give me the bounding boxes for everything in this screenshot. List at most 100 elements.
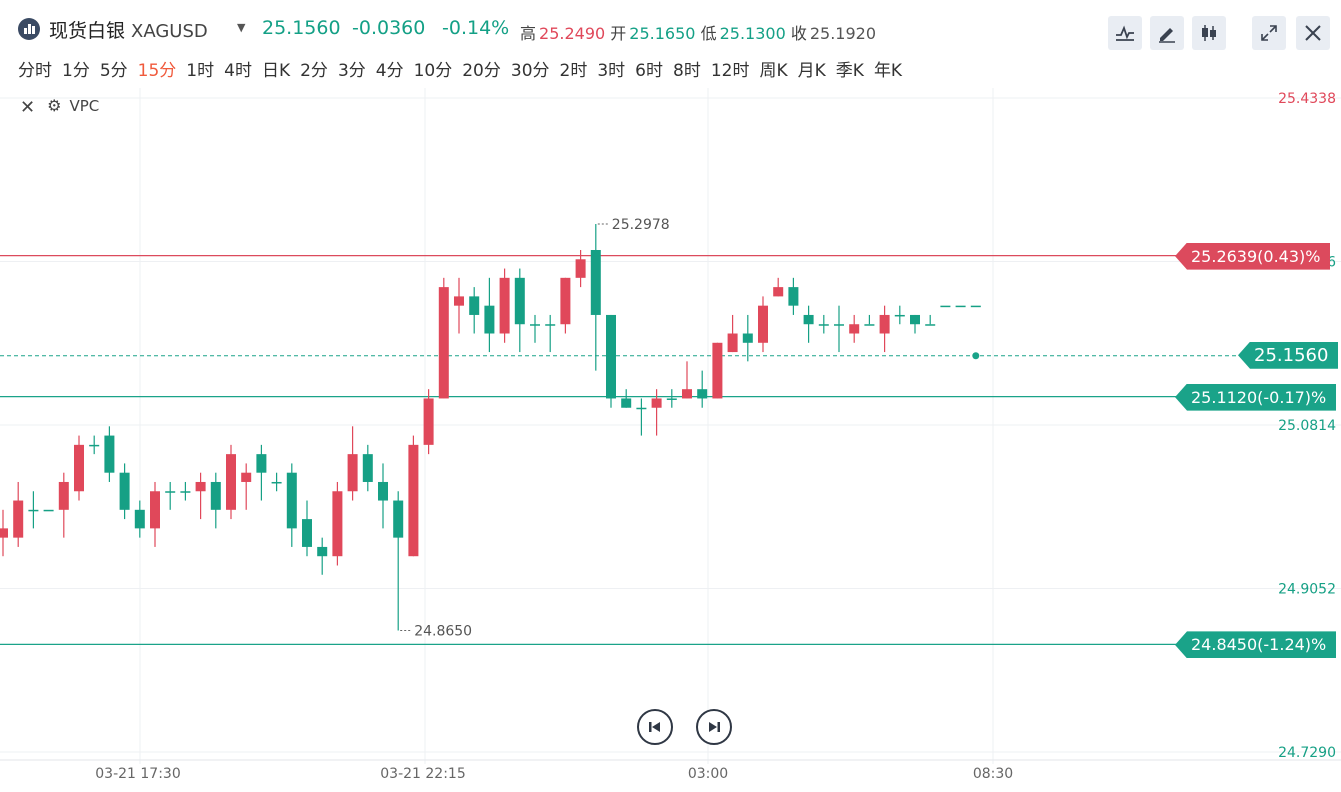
candle-body [271, 481, 282, 484]
remove-indicator-icon[interactable]: ✕ [20, 97, 36, 118]
logo-icon [18, 18, 40, 40]
expand-button[interactable] [1252, 16, 1286, 50]
chevron-down-icon[interactable]: ▼ [237, 21, 246, 34]
period-13[interactable]: 2时 [559, 61, 588, 81]
candle-body [712, 342, 723, 399]
candle-body [104, 435, 115, 473]
period-0[interactable]: 分时 [18, 61, 52, 81]
candle-body [58, 481, 69, 510]
period-1[interactable]: 1分 [62, 61, 90, 81]
y-tick-label: 25.4338 [1278, 91, 1336, 107]
candle-body [408, 444, 419, 557]
period-12[interactable]: 30分 [510, 61, 550, 81]
candle-body [226, 454, 236, 510]
candle-body [864, 324, 875, 326]
candle-body [940, 305, 951, 308]
candle-body [317, 546, 328, 557]
pen-icon [1159, 28, 1175, 43]
candle-body [894, 314, 905, 317]
candle-body [454, 296, 464, 306]
candle-body [180, 491, 191, 493]
candle-body [925, 324, 936, 326]
candlestick-button[interactable] [1192, 16, 1226, 50]
low-label: 低 [700, 24, 717, 43]
max-annotation: 25.2978 [612, 217, 670, 233]
candle-body [469, 296, 480, 315]
price-change-pct: -0.14% [442, 17, 510, 39]
period-15[interactable]: 6时 [635, 61, 663, 81]
candle-body [758, 305, 768, 343]
candle-body [514, 277, 525, 325]
close-button[interactable] [1296, 16, 1330, 50]
candle-body [682, 389, 692, 399]
candle-body [545, 324, 556, 326]
line-chart-icon [1116, 25, 1134, 41]
period-14[interactable]: 3时 [597, 61, 626, 81]
candle-body [393, 500, 404, 538]
period-21[interactable]: 年K [873, 61, 903, 81]
period-9[interactable]: 4分 [375, 61, 404, 81]
candle-body [606, 314, 616, 399]
candle-body [621, 398, 632, 408]
candle-body [74, 444, 84, 492]
candle-body [43, 509, 54, 512]
candle-body [910, 314, 920, 325]
candle-body [970, 305, 981, 308]
candle-body [484, 305, 495, 334]
candle-body [530, 324, 540, 326]
candle-body [28, 509, 39, 512]
period-19[interactable]: 月K [797, 61, 826, 81]
candle-body [666, 398, 677, 400]
period-3[interactable]: 15分 [137, 61, 177, 81]
draw-button[interactable] [1150, 16, 1184, 50]
price-line-tag[interactable]: 24.8450(-1.24)% [1175, 631, 1337, 659]
candle-body [134, 509, 145, 529]
indicator-name: VPC [69, 97, 100, 115]
candle-body [119, 472, 130, 510]
period-2[interactable]: 5分 [99, 61, 128, 81]
x-tick-label: 08:30 [973, 766, 1013, 782]
period-11[interactable]: 20分 [462, 61, 501, 81]
candle-body [362, 454, 373, 482]
candle-body [332, 491, 343, 557]
candlestick-chart[interactable]: 25.433825.257625.081424.905224.729003-21… [0, 88, 1341, 792]
period-5[interactable]: 4时 [224, 61, 252, 81]
open-value: 25.1650 [629, 24, 696, 43]
period-selector: 分时 1分 5分 15分 1时 4时 日K 2分 3分 4分 10分 20分 30分 2时 3时 6时 8时 12… [18, 56, 912, 81]
period-20[interactable]: 季K [835, 61, 864, 81]
period-7[interactable]: 2分 [300, 61, 328, 81]
candlestick-icon [1202, 25, 1216, 41]
x-tick-label: 03-21 17:30 [95, 766, 180, 782]
period-16[interactable]: 8时 [673, 61, 701, 81]
gear-icon[interactable]: ⚙ [47, 96, 62, 115]
min-annotation: 24.8650 [414, 623, 472, 639]
period-6[interactable]: 日K [261, 61, 291, 81]
price-line-tag[interactable]: 25.1120(-0.17)% [1175, 383, 1337, 411]
candle-body [879, 314, 890, 334]
candle-body [560, 277, 571, 325]
candle-body [210, 481, 221, 510]
period-10[interactable]: 10分 [413, 61, 453, 81]
instrument-title[interactable]: 现货白银 XAGUSD [49, 16, 208, 43]
candle-body [955, 305, 966, 308]
close-value: 25.1920 [809, 24, 877, 43]
last-price-dot [972, 352, 980, 360]
candle-body [727, 333, 738, 353]
next-button[interactable] [696, 709, 732, 745]
y-tick-label: 24.9052 [1278, 582, 1336, 598]
candle-body [195, 481, 206, 492]
period-4[interactable]: 1时 [186, 61, 215, 81]
price-line-tag[interactable]: 25.2639(0.43)% [1175, 242, 1331, 270]
price-change: -0.0360 [352, 17, 426, 39]
period-18[interactable]: 周K [759, 61, 788, 81]
period-8[interactable]: 3分 [337, 61, 366, 81]
line-chart-button[interactable] [1108, 16, 1142, 50]
prev-button[interactable] [637, 709, 673, 745]
period-17[interactable]: 12时 [710, 61, 750, 81]
candle-body [0, 528, 8, 538]
x-tick-label: 03:00 [688, 766, 728, 782]
candle-body [378, 481, 388, 501]
low-value: 25.1300 [719, 24, 786, 43]
candle-body [499, 277, 510, 334]
skip-forward-icon [709, 722, 720, 732]
